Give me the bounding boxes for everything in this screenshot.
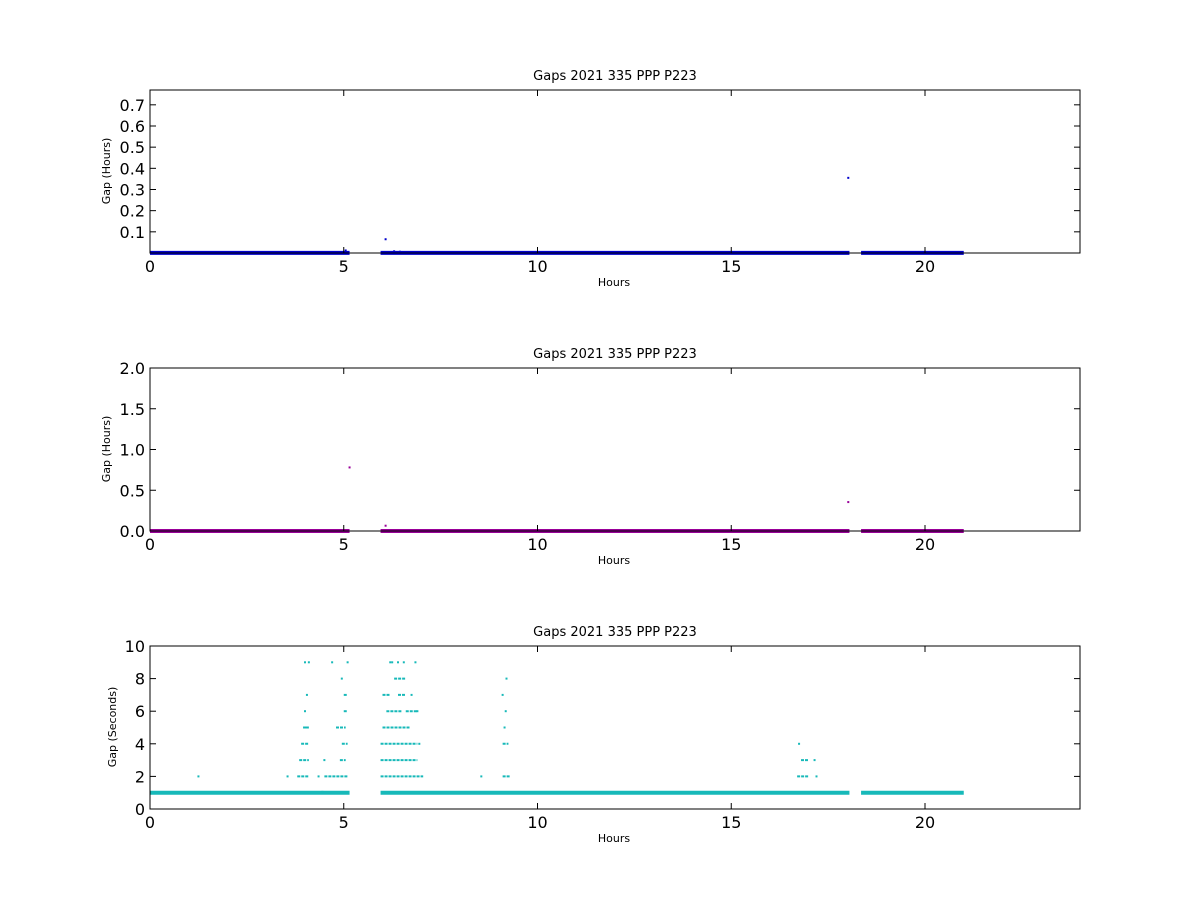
panel-2-ticks: 0 5 10 15 20 0.0 0.5 1.0 1.5 2.0 [120,359,1080,554]
data-point [847,501,850,504]
x-tick-label: 10 [527,257,547,276]
data-point [384,524,387,527]
data-point [323,759,326,762]
y-tick-label: 6 [135,702,145,721]
data-point [503,726,506,729]
panel-2-title: Gaps 2021 335 PPP P223 [533,347,697,362]
x-tick-label: 20 [915,257,935,276]
panel-3-marks [150,661,964,795]
x-tick-label: 0 [145,813,155,832]
y-tick-label: 4 [135,735,145,754]
data-point [286,775,289,778]
x-tick-label: 5 [339,257,349,276]
panel-1-ylabel: Gap (Hours) [100,138,113,205]
panel-1-axes-frame [149,89,1081,254]
panel-1-ticks: 0 5 10 15 20 0.1 0.2 0.3 0.4 0.5 0.6 0.7 [120,90,1080,276]
data-point [321,790,324,793]
y-tick-label: 0.1 [120,223,145,242]
y-tick-label: 1.0 [120,441,145,460]
data-point [346,661,349,664]
panel-3: Gaps 2021 335 PPP P223 0 5 10 15 20 0 2 4 6 8 10 H… [106,625,1081,845]
y-tick-label: 1.5 [120,400,145,419]
x-tick-label: 10 [527,813,547,832]
data-point [348,466,351,469]
data-point [397,661,399,664]
x-tick-label: 15 [721,257,741,276]
panel-3-xlabel: Hours [598,832,630,845]
data-point [331,661,334,664]
y-tick-label: 0.5 [120,138,145,157]
panel-3-title: Gaps 2021 335 PPP P223 [533,625,697,640]
x-tick-label: 20 [915,535,935,554]
panel-1-xlabel: Hours [598,276,630,289]
panel-2: Gaps 2021 335 PPP P223 0 5 10 15 20 0.0 0.5 1.0… [100,347,1081,567]
data-point [847,176,850,179]
x-tick-label: 10 [527,535,547,554]
panel-2-ylabel: Gap (Hours) [100,416,113,483]
x-tick-label: 15 [721,535,741,554]
data-point [815,775,818,778]
y-tick-label: 8 [135,670,145,689]
data-point [505,677,508,680]
data-point [501,693,504,696]
panel-3-ylabel: Gap (Seconds) [106,687,119,768]
data-point [391,661,394,664]
panel-1-title: Gaps 2021 335 PPP P223 [533,69,697,84]
data-point [402,661,405,664]
data-point [414,661,417,664]
data-point [418,742,421,745]
panel-3-ticks: 0 5 10 15 20 0 2 4 6 8 10 [125,637,1080,832]
data-point [288,791,291,794]
data-point [384,238,387,241]
data-point [305,726,308,729]
panel-1: Gaps 2021 335 PPP P223 0 5 10 15 20 0.1 0.2 0.3… [100,69,1081,289]
y-tick-label: 10 [125,637,145,656]
data-point [798,742,801,745]
y-tick-label: 0.4 [120,159,145,178]
y-tick-label: 2 [135,767,145,786]
data-point [340,677,343,680]
data-point [404,251,407,254]
data-point [307,661,310,664]
data-point [410,693,413,696]
y-tick-label: 0.6 [120,117,145,136]
x-tick-label: 5 [339,535,349,554]
data-point [504,710,507,713]
panel-3-axes-frame [149,645,1081,810]
x-tick-label: 0 [145,535,155,554]
y-tick-label: 0.2 [120,202,145,221]
data-point [813,759,816,762]
x-tick-label: 0 [145,257,155,276]
data-point [317,775,320,778]
panel-2-xlabel: Hours [598,554,630,567]
x-tick-label: 20 [915,813,935,832]
y-tick-label: 0.0 [120,522,145,541]
data-point [398,250,401,253]
y-tick-label: 0.5 [120,481,145,500]
y-tick-label: 0.3 [120,180,145,199]
x-tick-label: 15 [721,813,741,832]
data-point [393,250,396,253]
data-point [305,693,308,696]
y-tick-label: 0.7 [120,96,145,115]
data-point [416,710,419,713]
data-point [480,775,483,778]
y-tick-label: 0 [135,800,145,819]
data-point [304,661,306,664]
data-point [389,661,392,664]
x-tick-label: 5 [339,813,349,832]
data-point [197,775,200,778]
data-point [344,249,347,252]
data-point [304,710,306,713]
y-tick-label: 2.0 [120,359,145,378]
